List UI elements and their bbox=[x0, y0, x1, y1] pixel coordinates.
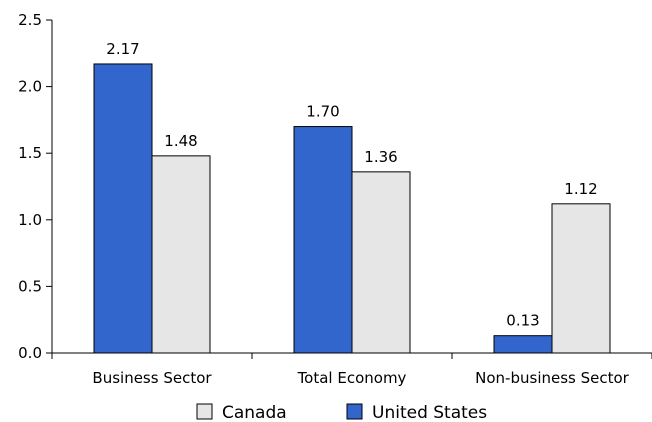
y-tick-label: 2.5 bbox=[18, 11, 42, 29]
bar-united-states-0 bbox=[93, 63, 153, 354]
legend-swatch bbox=[346, 403, 363, 420]
y-tick-label: 0.0 bbox=[18, 344, 42, 362]
y-tick-label: 1.5 bbox=[18, 144, 42, 162]
x-category-label: Business Sector bbox=[92, 369, 212, 387]
legend-label: United States bbox=[372, 403, 487, 422]
data-labels: 2.17 1.48 1.70 1.36 0.13 1.12 bbox=[106, 40, 597, 330]
data-label: 1.36 bbox=[364, 148, 397, 166]
y-tick-label: 1.0 bbox=[18, 211, 42, 229]
x-category-label: Non-business Sector bbox=[475, 369, 630, 387]
data-label: 1.12 bbox=[564, 180, 597, 198]
bar-canada-1 bbox=[351, 171, 411, 354]
data-label: 1.70 bbox=[306, 103, 339, 121]
legend: Canada United States bbox=[196, 403, 487, 422]
data-label: 0.13 bbox=[506, 312, 539, 330]
bars bbox=[93, 63, 611, 354]
bar-canada-0 bbox=[151, 155, 211, 354]
bar-canada-2 bbox=[551, 203, 611, 354]
bar-united-states-1 bbox=[293, 126, 353, 354]
legend-swatch bbox=[196, 403, 213, 420]
data-label: 2.17 bbox=[106, 40, 139, 58]
x-category-label: Total Economy bbox=[297, 369, 407, 387]
y-tick-label: 2.0 bbox=[18, 78, 42, 96]
axes: 0.0 0.5 1.0 1.5 2.0 2.5 Business Sector Total E… bbox=[18, 11, 652, 387]
bar-united-states-2 bbox=[493, 335, 553, 354]
data-label: 1.48 bbox=[164, 132, 197, 150]
legend-label: Canada bbox=[222, 403, 287, 422]
y-tick-label: 0.5 bbox=[18, 277, 42, 295]
